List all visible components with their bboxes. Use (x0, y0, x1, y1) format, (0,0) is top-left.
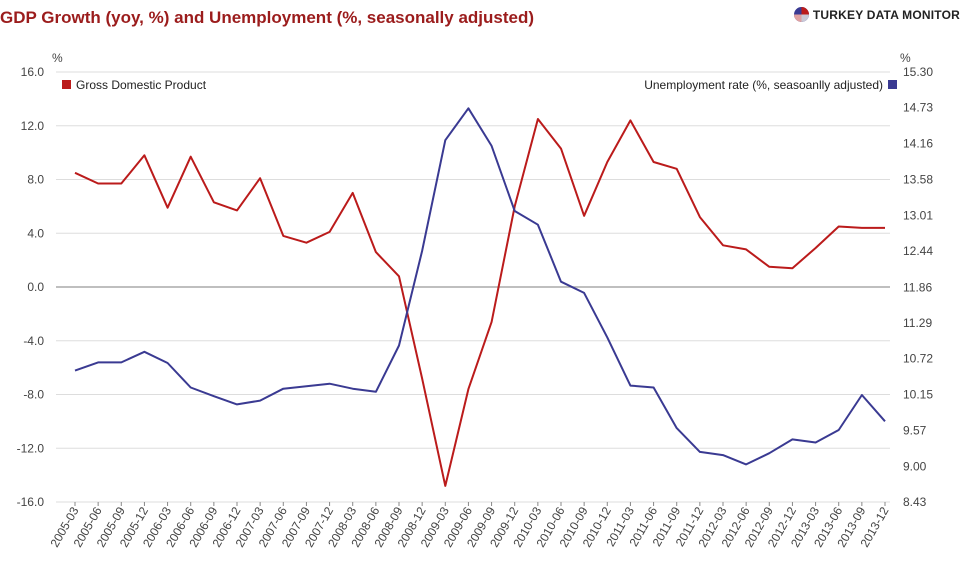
y-right-tick-label: 12.44 (903, 244, 933, 258)
y-left-tick-label: 0.0 (27, 280, 44, 294)
unemployment-legend-swatch (888, 80, 897, 89)
brand-logo: TURKEY DATA MONITOR (793, 6, 960, 23)
y-left-tick-label: 16.0 (21, 65, 45, 79)
y-left-tick-label: -8.0 (23, 388, 44, 402)
y-left-unit: % (52, 51, 63, 65)
y-right-tick-label: 15.30 (903, 65, 933, 79)
y-right-tick-label: 8.43 (903, 495, 927, 509)
y-left-tick-label: -12.0 (17, 441, 45, 455)
y-right-tick-label: 9.00 (903, 459, 927, 473)
unemployment-legend-label: Unemployment rate (%, seasoanlly adjuste… (644, 78, 883, 92)
y-left-tick-label: 8.0 (27, 173, 44, 187)
brand-name: TURKEY DATA MONITOR (812, 7, 960, 22)
y-right-tick-label: 11.29 (903, 316, 932, 330)
y-right-unit: % (900, 51, 911, 65)
y-right-tick-label: 10.15 (903, 387, 933, 401)
unemployment-series-line (74, 107, 886, 466)
y-right-tick-label: 10.72 (903, 352, 933, 366)
gdp-series-line (74, 118, 885, 487)
y-right-tick-label: 9.57 (903, 424, 927, 438)
y-right-tick-label: 14.73 (903, 101, 933, 115)
y-right-tick-label: 14.16 (903, 136, 933, 150)
y-left-tick-label: 4.0 (27, 226, 44, 240)
globe-icon (793, 7, 809, 22)
y-left-tick-label: -4.0 (23, 334, 44, 348)
chart-title: GDP Growth (yoy, %) and Unemployment (%,… (0, 8, 535, 27)
gdp-legend-label: Gross Domestic Product (76, 78, 207, 92)
y-left-tick-label: -16.0 (17, 495, 45, 509)
gdp-legend-swatch (62, 80, 71, 89)
y-right-tick-label: 13.58 (903, 173, 933, 187)
y-left-tick-label: 12.0 (21, 119, 45, 133)
y-right-tick-label: 11.86 (903, 280, 932, 294)
y-right-tick-label: 13.01 (903, 208, 933, 222)
